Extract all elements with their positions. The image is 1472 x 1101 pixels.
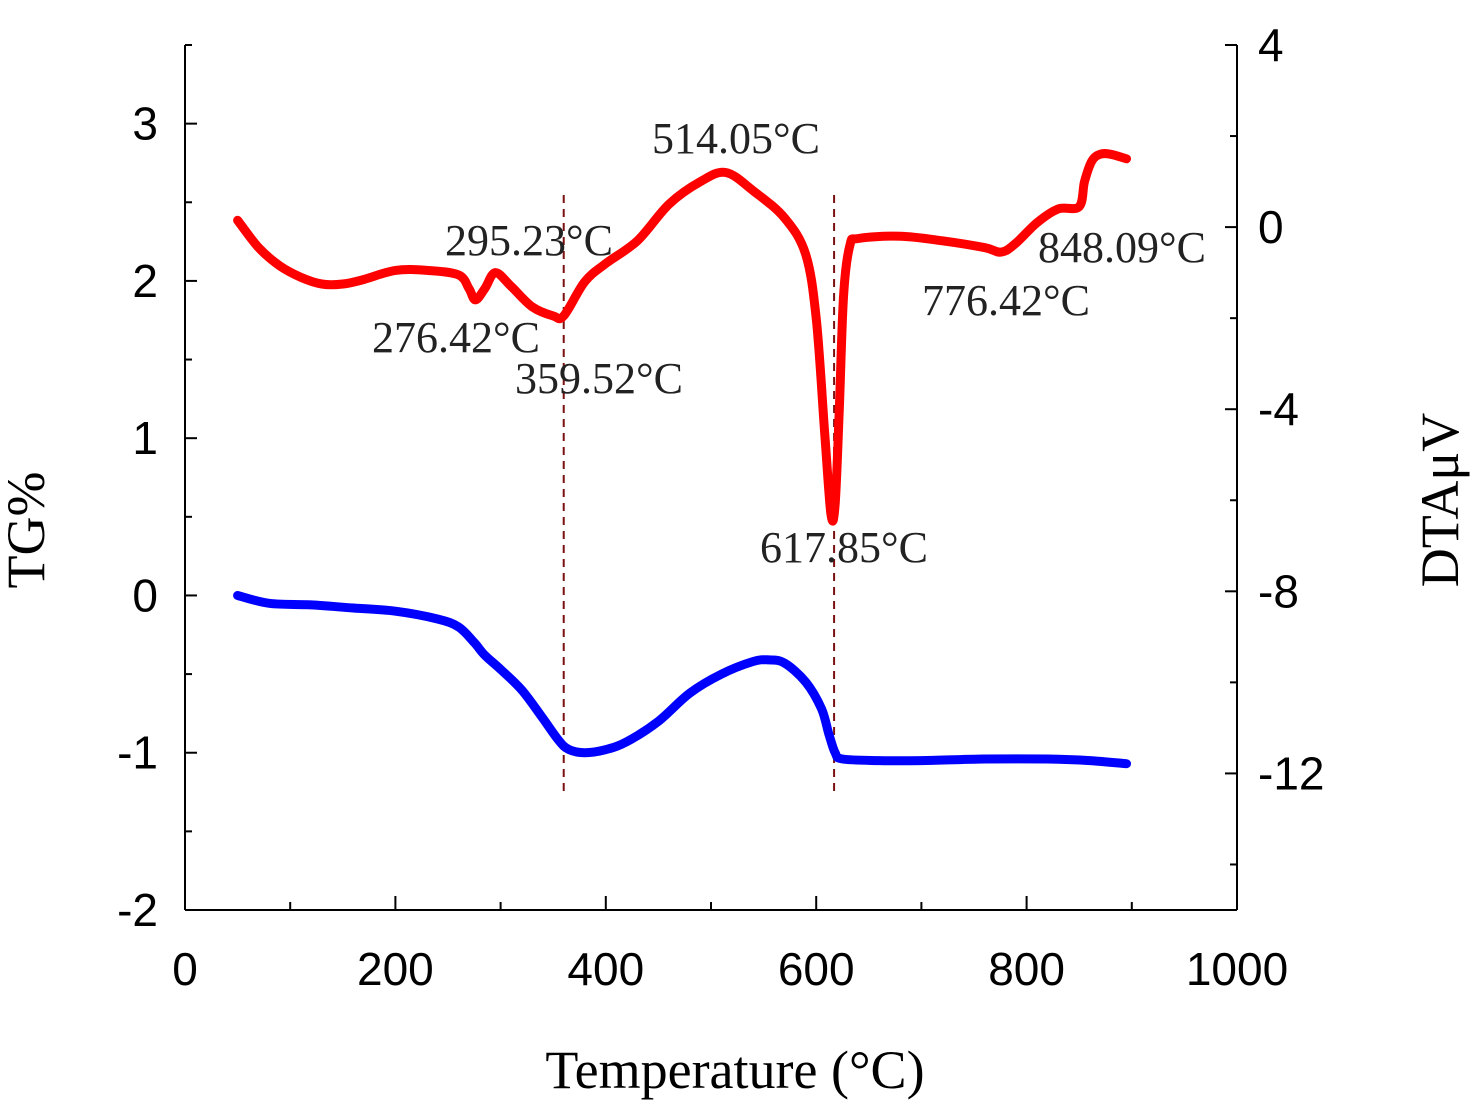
x-axis-title: Temperature (°C) <box>545 1040 924 1100</box>
annotation-295: 295.23°C <box>445 216 613 265</box>
ticks <box>184 44 1238 911</box>
x-tick-label: 0 <box>172 943 198 995</box>
x-tick-label: 200 <box>357 943 434 995</box>
y-right-tick-label: -8 <box>1258 565 1299 617</box>
reference-lines <box>562 195 836 792</box>
y-left-tick-label: 1 <box>132 412 158 464</box>
series-layer <box>233 149 1131 769</box>
x-tick-label: 800 <box>988 943 1065 995</box>
annotation-359: 359.52°C <box>515 354 683 403</box>
y-right-tick-label: 4 <box>1258 19 1284 71</box>
annotation-848: 848.09°C <box>1038 223 1206 272</box>
annotation-276: 276.42°C <box>372 313 540 362</box>
y-right-tick-label: 0 <box>1258 201 1284 253</box>
y-left-tick-label: -1 <box>117 727 158 779</box>
annotation-776: 776.42°C <box>922 276 1090 325</box>
y-right-axis-title: DTAμV <box>1410 413 1470 588</box>
dta-series-line <box>233 149 1131 526</box>
y-left-axis-title: TG% <box>0 472 56 589</box>
x-tick-label: 1000 <box>1186 943 1288 995</box>
y-left-tick-label: 3 <box>132 98 158 150</box>
tick-labels: 0 200 400 600 800 1000 3 2 1 0 -1 -2 4 0 -4 -8 -12 <box>117 19 1324 995</box>
y-right-tick-label: -4 <box>1258 383 1299 435</box>
y-left-tick-label: 2 <box>132 255 158 307</box>
annotation-514: 514.05°C <box>652 114 820 163</box>
y-right-tick-label: -12 <box>1258 747 1324 799</box>
x-tick-label: 600 <box>778 943 855 995</box>
annotation-617: 617.85°C <box>760 523 928 572</box>
y-left-tick-label: -2 <box>117 884 158 936</box>
x-tick-label: 400 <box>567 943 644 995</box>
y-left-tick-label: 0 <box>132 569 158 621</box>
tg-series-line <box>233 591 1131 769</box>
